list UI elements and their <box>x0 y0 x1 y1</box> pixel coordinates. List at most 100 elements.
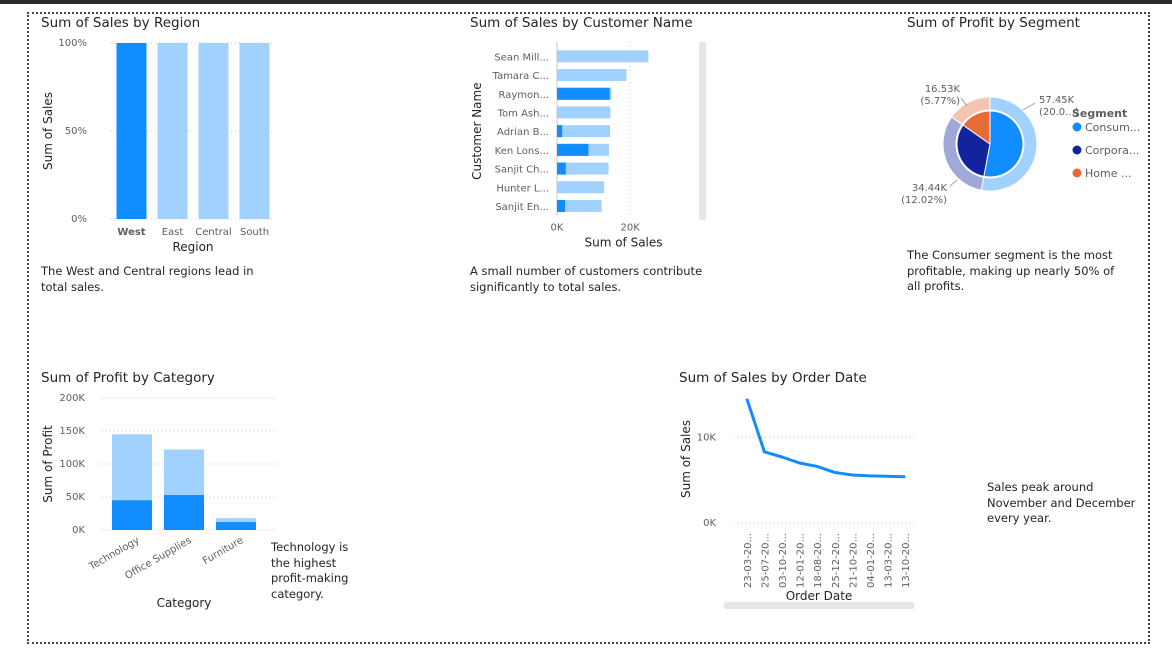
category-chart-caption: Technology is the highest profit-making … <box>271 540 349 601</box>
x-tick-label: West <box>117 227 145 238</box>
bar-total[interactable] <box>557 69 627 82</box>
legend-marker[interactable] <box>1072 122 1082 132</box>
legend-label[interactable]: Corpora... <box>1085 144 1139 157</box>
bar-central[interactable] <box>198 43 229 219</box>
customer-chart[interactable]: 0K 20K Sean Mill... Tamara C... Raymon... Tom… <box>468 38 718 258</box>
data-label-percent: (20.0...) <box>1039 107 1079 118</box>
y-tick-label: Ken Lons... <box>495 146 549 157</box>
category-chart-title: Sum of Profit by Category <box>41 370 215 386</box>
segment-chart-caption: The Consumer segment is the most profita… <box>907 248 1115 293</box>
data-label-percent: (5.77%) <box>920 96 960 107</box>
x-tick-label: 13-10-20... <box>901 533 912 588</box>
y-tick-label: 100% <box>58 38 87 49</box>
segment-chart-title: Sum of Profit by Segment <box>907 15 1080 31</box>
top-bar <box>0 0 1172 4</box>
horizontal-scrollbar[interactable] <box>724 602 914 609</box>
bar-total[interactable] <box>557 50 649 63</box>
y-tick-label: 10K <box>697 432 717 443</box>
x-axis-title: Sum of Sales <box>584 235 662 249</box>
y-tick-label: Adrian B... <box>497 127 549 138</box>
inner-pie-slice-1[interactable] <box>956 124 991 178</box>
bar-highlight[interactable] <box>216 522 256 530</box>
data-label-value: 34.44K <box>912 183 948 194</box>
x-tick-label: East <box>162 227 184 238</box>
bar-total[interactable] <box>557 162 609 175</box>
x-tick-label: 23-03-20... <box>743 533 754 588</box>
x-tick-label: 25-07-20... <box>760 533 771 588</box>
x-tick-label: 03-10-20... <box>778 533 789 588</box>
region-chart-caption: The West and Central regions lead in tot… <box>41 264 254 294</box>
y-tick-label: Tamara C... <box>492 71 549 82</box>
report-canvas <box>27 12 1150 644</box>
bar-total[interactable] <box>557 199 602 212</box>
bar-highlight[interactable] <box>557 162 566 175</box>
bar-highlight[interactable] <box>557 87 610 100</box>
bar-south[interactable] <box>239 43 270 219</box>
y-tick-label: Hunter L... <box>496 183 549 194</box>
bar-west[interactable] <box>116 43 147 219</box>
bar-highlight[interactable] <box>557 199 566 212</box>
y-tick-label: 0K <box>72 525 85 536</box>
x-axis-title: Order Date <box>786 589 853 603</box>
y-axis-title: Customer Name <box>470 82 484 180</box>
y-tick-label: Sean Mill... <box>494 52 549 63</box>
y-tick-label: 100K <box>59 459 85 470</box>
legend-label[interactable]: Consum... <box>1085 121 1140 134</box>
y-axis-title: Sum of Profit <box>41 425 55 503</box>
y-tick-label: 50% <box>65 126 87 137</box>
x-tick-label: South <box>240 227 269 238</box>
customer-chart-title: Sum of Sales by Customer Name <box>470 15 693 31</box>
y-tick-label: Raymon... <box>498 90 549 101</box>
x-tick-label: 25-12-20... <box>831 533 842 588</box>
x-tick-label: 13-03-20... <box>884 533 895 588</box>
y-tick-label: Tom Ash... <box>497 108 549 119</box>
y-tick-label: Sanjit Ch... <box>495 165 549 176</box>
segment-chart[interactable]: 57.45K(20.0...) 34.44K(12.02%) 16.53K(5.77… <box>901 70 1145 215</box>
legend-marker[interactable] <box>1072 145 1082 155</box>
x-tick-label: Central <box>195 227 231 238</box>
bar-highlight[interactable] <box>557 143 589 156</box>
legend-title: Segment <box>1072 107 1127 120</box>
data-label-leader <box>960 97 968 107</box>
sales-line[interactable] <box>745 398 906 479</box>
x-tick-label: 20K <box>620 222 640 233</box>
bar-total[interactable] <box>557 125 611 138</box>
x-tick-label: Furniture <box>201 535 245 567</box>
y-axis-title: Sum of Sales <box>679 420 693 498</box>
vertical-scrollbar[interactable] <box>699 42 706 220</box>
date-chart[interactable]: 0K 10K 23-03-20... 25-07-20... 03-10-20... 12… <box>676 395 926 615</box>
bar-highlight[interactable] <box>557 125 563 138</box>
x-tick-label: 18-08-20... <box>813 533 824 588</box>
inner-pie-slice-2[interactable] <box>962 110 991 145</box>
bar-highlight[interactable] <box>164 495 204 530</box>
region-chart[interactable]: 0% 50% 100% West East Central South Region Sum o… <box>40 36 280 258</box>
bar-east[interactable] <box>157 43 188 219</box>
date-chart-title: Sum of Sales by Order Date <box>679 370 867 386</box>
date-chart-caption: Sales peak around November and December … <box>987 480 1136 525</box>
legend-label[interactable]: Home ... <box>1085 167 1131 180</box>
bar-total[interactable] <box>557 106 611 119</box>
y-tick-label: 0% <box>71 214 87 225</box>
y-tick-label: Sanjit En... <box>495 202 549 213</box>
inner-pie-slice-0[interactable] <box>983 110 1024 178</box>
x-tick-label: 0K <box>551 222 564 233</box>
x-tick-label: 04-01-20... <box>866 533 877 588</box>
y-tick-label: 150K <box>59 426 85 437</box>
x-tick-label: 21-10-20... <box>848 533 859 588</box>
y-tick-label: 200K <box>59 393 85 404</box>
data-label-leader <box>1022 102 1036 111</box>
customer-chart-caption: A small number of customers contribute s… <box>470 264 703 294</box>
data-label-percent: (12.02%) <box>901 195 947 206</box>
legend-marker[interactable] <box>1072 168 1082 178</box>
outer-ring-slice-2[interactable] <box>950 96 991 126</box>
data-label-leader <box>949 179 958 187</box>
bar-highlight[interactable] <box>112 500 152 530</box>
x-axis-title: Category <box>157 596 212 610</box>
y-tick-label: 50K <box>66 492 86 503</box>
bar-total[interactable] <box>557 181 605 194</box>
region-chart-title: Sum of Sales by Region <box>41 15 201 31</box>
data-label-value: 57.45K <box>1039 95 1075 106</box>
y-tick-label: 0K <box>703 518 716 529</box>
x-tick-label: 12-01-20... <box>796 533 807 588</box>
